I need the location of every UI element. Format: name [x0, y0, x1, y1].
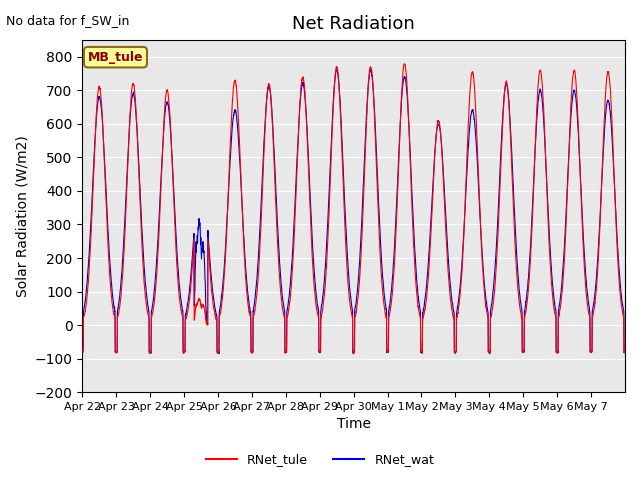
Y-axis label: Solar Radiation (W/m2): Solar Radiation (W/m2)	[15, 135, 29, 297]
Legend: RNet_tule, RNet_wat: RNet_tule, RNet_wat	[201, 448, 439, 471]
Text: MB_tule: MB_tule	[88, 51, 143, 64]
X-axis label: Time: Time	[337, 418, 371, 432]
Title: Net Radiation: Net Radiation	[292, 15, 415, 33]
Text: No data for f_SW_in: No data for f_SW_in	[6, 14, 130, 27]
